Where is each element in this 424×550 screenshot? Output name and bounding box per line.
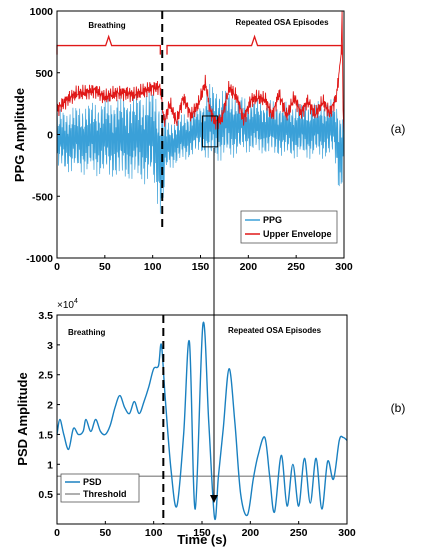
psd-panel: 0 50 100 150 200 250 300 0.511.522.533.5 ×104 … (15, 298, 405, 547)
y-tick-label: -1000 (26, 253, 53, 265)
psd-line (56, 321, 348, 521)
y-tick-label: 2.5 (38, 370, 53, 382)
ppg-legend-box (240, 210, 338, 244)
psd-x-ticks: 0 50 100 150 200 250 300 (54, 521, 356, 539)
psd-exponent-base: ×10 (57, 300, 74, 311)
upper-envelope-line (56, 10, 345, 135)
upper-envelope-legend-label: Upper Envelope (263, 229, 332, 239)
ppg-line (56, 83, 345, 214)
x-tick-label: 50 (99, 527, 111, 539)
y-tick-label: 1.5 (38, 429, 53, 441)
ppg-annotation-breathing: Breathing (88, 21, 125, 30)
x-tick-label: 300 (335, 261, 353, 273)
x-tick-label: 250 (290, 527, 308, 539)
y-tick-label: 2 (47, 400, 53, 412)
x-tick-label: 50 (99, 261, 111, 273)
x-tick-label: 200 (242, 527, 260, 539)
ppg-y-axis-label: PPG Amplitude (12, 88, 27, 182)
psd-y-ticks: 0.5 1 1.5 2 2.5 3 3.5 (38, 310, 60, 501)
y-tick-label: 1 (47, 459, 53, 471)
x-tick-label: 200 (240, 261, 258, 273)
y-tick-label: 0.5 (38, 489, 53, 501)
annotation-brace (166, 34, 343, 55)
x-tick-label: 100 (145, 527, 163, 539)
psd-exponent-power: 4 (74, 298, 78, 305)
y-tick-label: 3.5 (38, 310, 53, 322)
ppg-panel-label: (a) (391, 122, 406, 136)
psd-x-axis-label: Time (s) (177, 532, 227, 547)
psd-panel-label: (b) (391, 401, 406, 415)
psd-y-axis-label: PSD Amplitude (15, 372, 30, 465)
ppg-x-ticks: 0 50 100 150 200 250 300 (54, 255, 353, 273)
threshold-legend-label: Threshold (83, 489, 127, 499)
ppg-legend: PPG Upper Envelope (240, 210, 338, 244)
y-tick-label: 0 (47, 130, 53, 142)
psd-legend-box (60, 473, 140, 503)
ppg-zoom-box (201, 115, 219, 148)
x-tick-label: 250 (287, 261, 305, 273)
ppg-y-ticks: -1000 -500 0 500 1000 (26, 6, 60, 265)
ppg-panel: 0 50 100 150 200 250 300 -1000 -500 0 500 1000 Bre… (12, 6, 405, 273)
y-tick-label: 1000 (30, 6, 54, 18)
x-tick-label: 150 (192, 261, 210, 273)
ppg-series-layer (56, 10, 345, 214)
y-tick-label: -500 (32, 191, 53, 203)
x-tick-label: 150 (193, 527, 211, 539)
ppg-legend-label: PPG (263, 215, 282, 225)
psd-exponent-label: ×104 (57, 298, 78, 311)
zoom-connector-arrowhead (210, 495, 218, 503)
x-tick-label: 300 (338, 527, 356, 539)
ppg-annotation-osa: Repeated OSA Episodes (235, 18, 329, 27)
psd-annotation-breathing: Breathing (68, 328, 105, 337)
x-tick-label: 0 (54, 527, 60, 539)
psd-legend: PSD Threshold (60, 473, 140, 503)
psd-legend-label: PSD (83, 477, 102, 487)
psd-annotation-osa: Repeated OSA Episodes (228, 326, 322, 335)
y-tick-label: 500 (35, 68, 53, 80)
x-tick-label: 100 (144, 261, 162, 273)
x-tick-label: 0 (54, 261, 60, 273)
y-tick-label: 3 (47, 340, 53, 352)
